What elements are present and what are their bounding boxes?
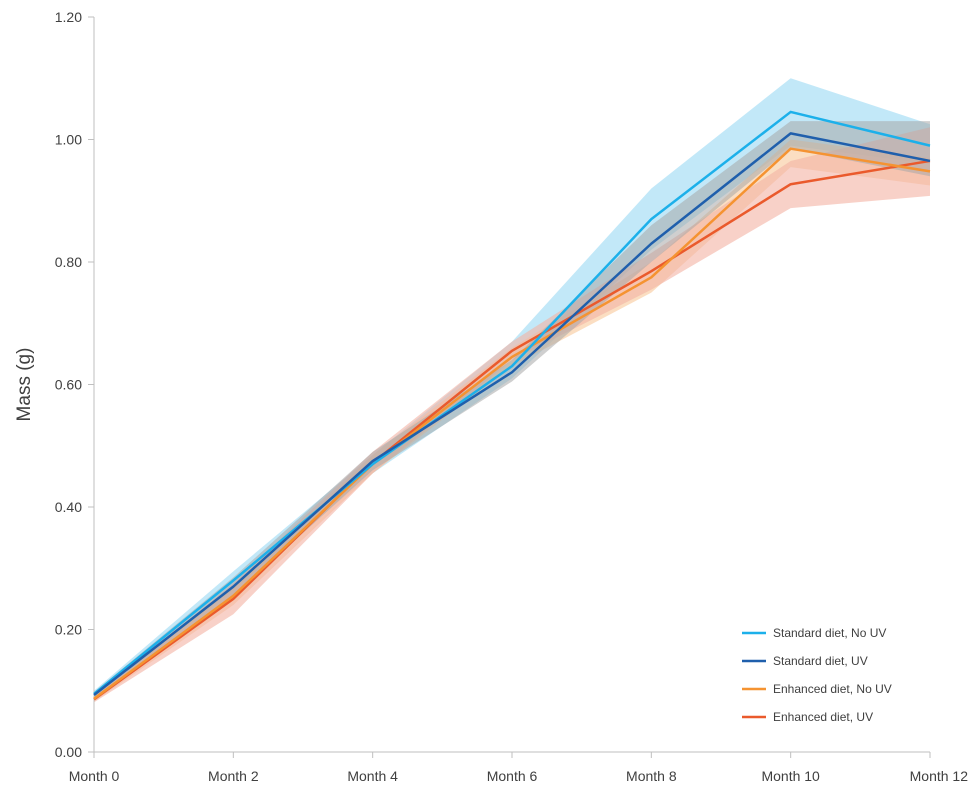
y-axis-title: Mass (g) — [14, 348, 35, 422]
confidence-band — [94, 127, 930, 703]
legend-label: Enhanced diet, UV — [773, 710, 873, 724]
x-tick-label: Month 0 — [69, 768, 120, 784]
series-lines — [93, 110, 931, 701]
y-tick-label: 0.00 — [55, 744, 82, 760]
confidence-bands — [94, 78, 930, 703]
axis-ticks: 0.00 0.20 0.40 0.60 0.80 1.00 1.20 Month 0 Month… — [55, 9, 968, 784]
x-tick-label: Month 12 — [910, 768, 969, 784]
x-tick-label: Month 2 — [208, 768, 259, 784]
series-line — [93, 132, 931, 697]
y-tick-label: 0.20 — [55, 622, 82, 638]
legend-label: Enhanced diet, No UV — [773, 682, 892, 696]
legend: Standard diet, No UV Standard diet, UV Enh… — [742, 626, 892, 724]
y-tick-label: 1.00 — [55, 132, 82, 148]
series-line — [93, 159, 931, 701]
series-line — [93, 110, 931, 695]
legend-label: Standard diet, No UV — [773, 626, 886, 640]
x-tick-label: Month 8 — [626, 768, 677, 784]
y-tick-label: 0.40 — [55, 499, 82, 515]
x-tick-label: Month 6 — [487, 768, 538, 784]
x-tick-label: Month 10 — [761, 768, 820, 784]
y-tick-label: 0.80 — [55, 254, 82, 270]
y-tick-label: 1.20 — [55, 9, 82, 25]
legend-label: Standard diet, UV — [773, 654, 868, 668]
series-line — [93, 147, 931, 700]
y-tick-label: 0.60 — [55, 377, 82, 393]
x-tick-label: Month 4 — [347, 768, 398, 784]
